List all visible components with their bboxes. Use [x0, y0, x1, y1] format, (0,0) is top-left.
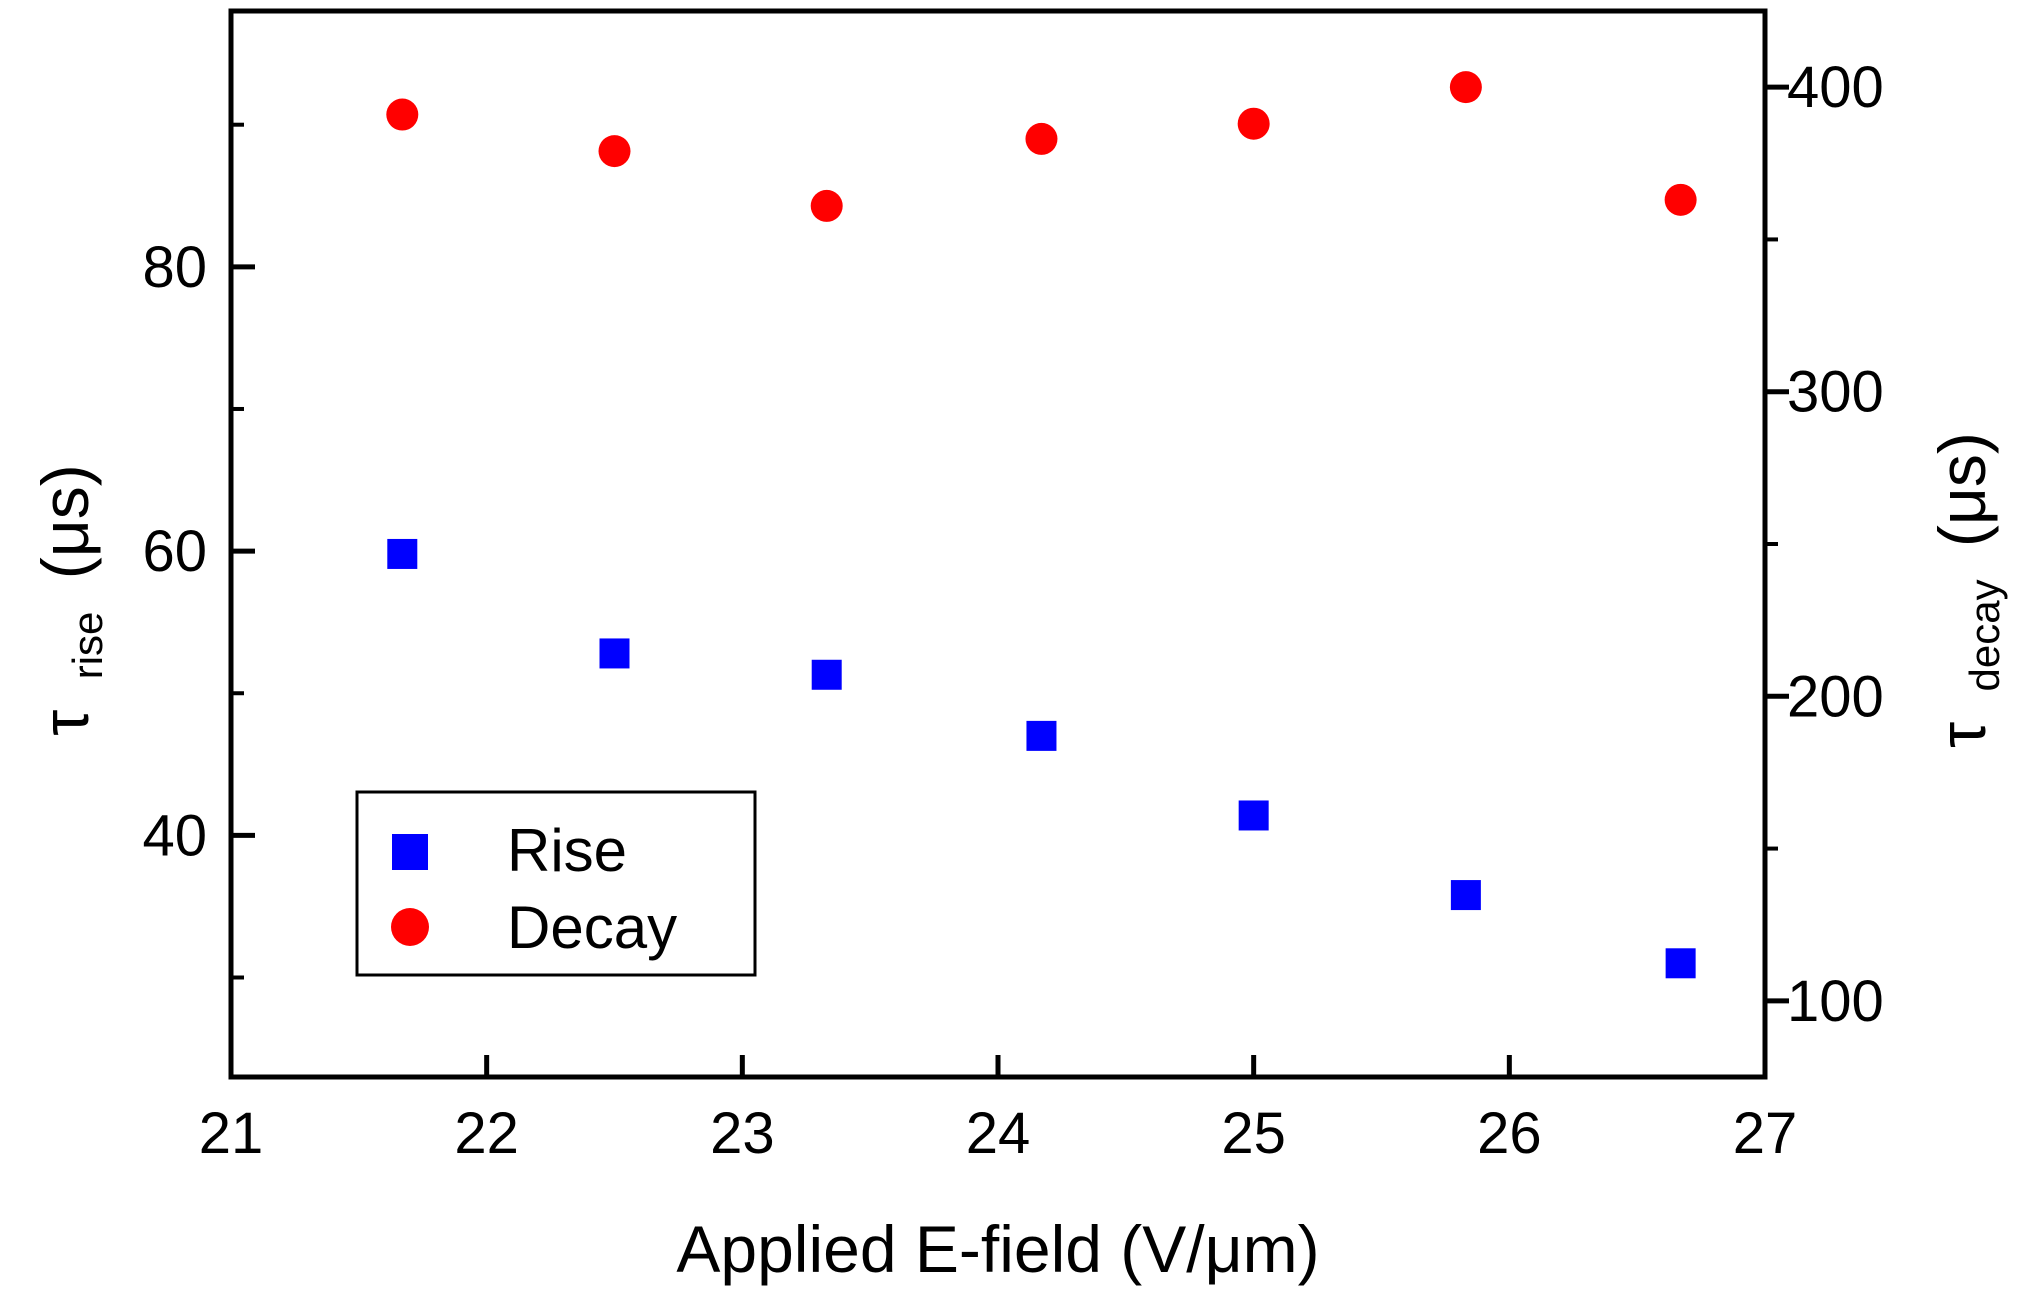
y-axis-left-subscript: rise — [64, 612, 111, 680]
y-right-tick-label: 400 — [1787, 55, 1884, 120]
y-axis-left-symbol: τ — [28, 710, 102, 736]
x-tick-label: 27 — [1733, 1101, 1798, 1166]
data-points — [386, 71, 1697, 979]
rise-point — [387, 538, 418, 569]
rise-point — [599, 638, 630, 669]
decay-point — [598, 135, 631, 168]
decay-point — [1237, 107, 1270, 140]
decay-point — [810, 189, 843, 222]
y-axis-left-units: (μs) — [28, 464, 102, 579]
x-tick-label: 25 — [1221, 1101, 1286, 1166]
y-axis-right-units: (μs) — [1925, 432, 1999, 547]
y-left-tick-label: 80 — [142, 235, 207, 300]
legend: Rise Decay — [355, 790, 757, 977]
legend-decay-label: Decay — [507, 894, 677, 961]
legend-rise-label: Rise — [507, 817, 627, 884]
y-axis-right-subscript: decay — [1961, 579, 2008, 691]
legend-box — [355, 790, 757, 977]
decay-point — [386, 98, 419, 131]
y-axis-right-title: τ decay (μs) — [1925, 432, 2013, 748]
decay-point — [1449, 71, 1482, 104]
tick-labels: 21 22 23 24 25 26 27 40 60 80 100 200 300 400 — [142, 55, 1883, 1166]
x-axis-title: Applied E-field (V/μm) — [676, 1212, 1319, 1286]
legend-decay-marker — [391, 908, 429, 946]
x-tick-label: 24 — [966, 1101, 1031, 1166]
rise-point — [1238, 800, 1269, 831]
rise-point — [1026, 720, 1057, 751]
plot-frame — [228, 8, 1768, 1080]
x-tick-label: 21 — [199, 1101, 264, 1166]
y-left-tick-label: 40 — [142, 803, 207, 868]
x-tick-label: 22 — [454, 1101, 519, 1166]
y-axis-right-symbol: τ — [1925, 722, 1999, 748]
x-tick-label: 26 — [1477, 1101, 1542, 1166]
y-right-tick-label: 100 — [1787, 969, 1884, 1034]
decay-point — [1025, 122, 1058, 155]
rise-point — [811, 659, 842, 690]
legend-rise-marker — [392, 834, 428, 870]
y-left-tick-label: 60 — [142, 519, 207, 584]
rise-point — [1665, 948, 1696, 979]
decay-point — [1664, 183, 1697, 216]
x-tick-label: 23 — [710, 1101, 775, 1166]
y-right-tick-label: 300 — [1787, 360, 1884, 425]
y-axis-left-title: τ rise (μs) — [28, 464, 116, 735]
rise-point — [1450, 880, 1481, 911]
y-right-tick-label: 200 — [1787, 664, 1884, 729]
